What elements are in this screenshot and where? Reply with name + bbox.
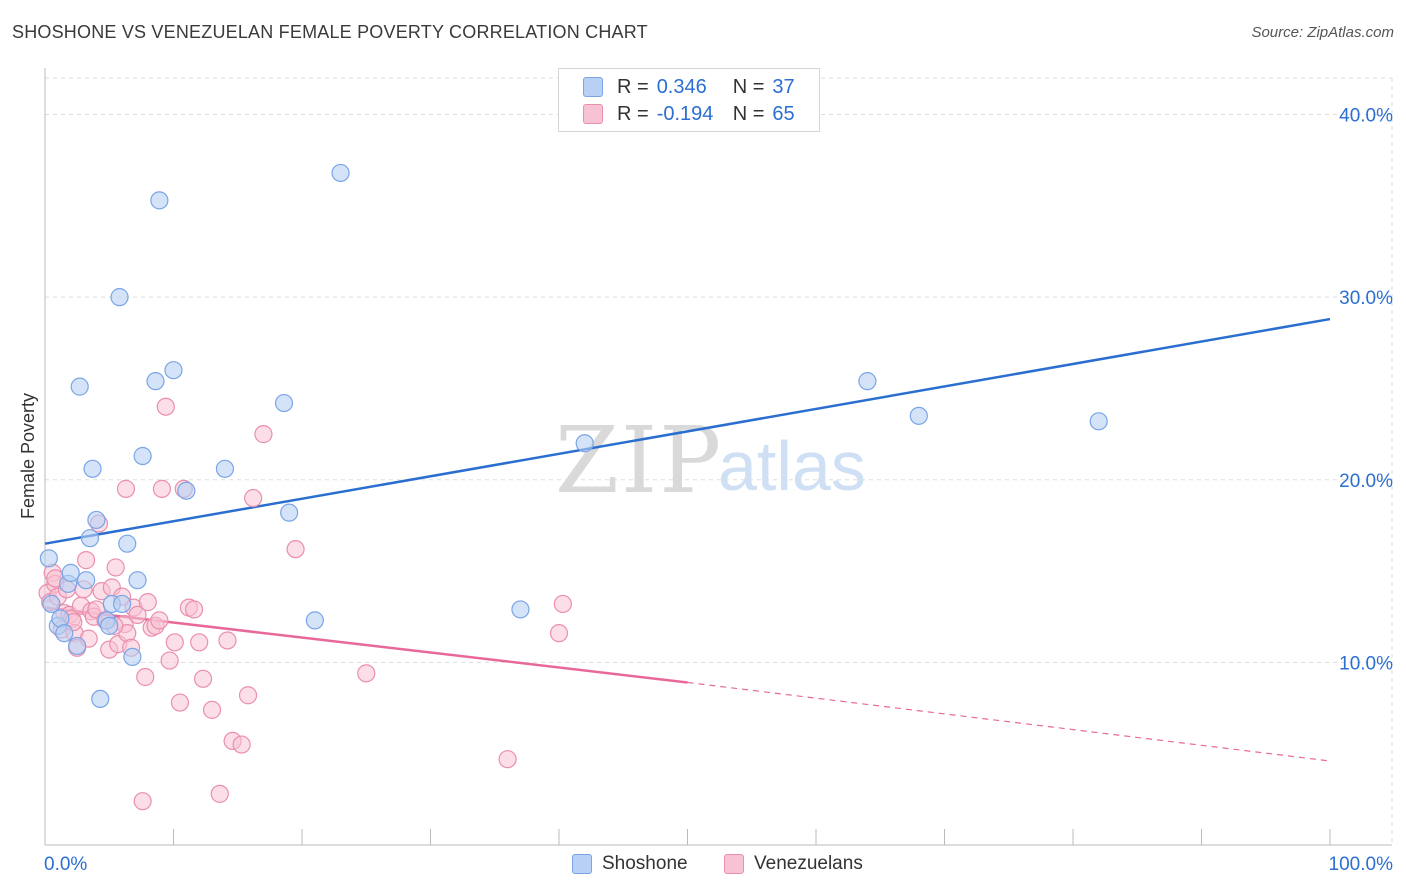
y-tick-label: 40.0%: [1339, 106, 1393, 127]
venezuelans-point: [190, 633, 209, 652]
shoshone-point: [280, 503, 299, 522]
y-tick-label: 30.0%: [1339, 288, 1393, 309]
venezuelans-point: [165, 633, 184, 652]
shoshone-point: [331, 163, 350, 183]
legend-swatch-shoshone: [583, 77, 603, 97]
venezuelans-point: [160, 651, 179, 670]
venezuelans-point: [232, 735, 251, 754]
venezuelans-point: [133, 792, 152, 811]
bottom-legend-swatch-venezuelans: [724, 854, 744, 874]
venezuelans-point: [128, 605, 147, 625]
shoshone-point: [150, 191, 169, 210]
shoshone-point: [1089, 412, 1108, 431]
shoshone-point: [80, 529, 100, 548]
bottom-legend-label-shoshone: Shoshone: [602, 853, 688, 874]
shoshone-point: [39, 549, 58, 568]
shoshone-trend-line: [44, 317, 1331, 545]
bottom-legend-shoshone: Shoshone: [572, 852, 688, 876]
shoshone-point: [305, 611, 324, 630]
shoshone-point: [68, 636, 87, 656]
legend-r-label: R =: [617, 75, 649, 98]
shoshone-point: [215, 459, 234, 478]
venezuelans-point: [77, 551, 96, 570]
shoshone-point: [909, 406, 928, 425]
venezuelans-point: [254, 425, 273, 444]
venezuelans-trend-extension: [687, 681, 1331, 762]
shoshone-point: [61, 563, 80, 582]
venezuelans-point: [553, 594, 572, 614]
shoshone-point: [128, 571, 147, 590]
venezuelans-point: [549, 624, 569, 643]
shoshone-point: [575, 434, 594, 453]
shoshone-points: [39, 163, 1108, 709]
shoshone-point: [70, 377, 89, 396]
venezuelans-point: [210, 784, 229, 803]
legend-n-value: 37: [772, 75, 795, 98]
shoshone-point: [133, 446, 152, 466]
bottom-legend-swatch-shoshone: [572, 854, 592, 874]
watermark: ZIP atlas: [555, 407, 866, 514]
venezuelans-point: [184, 600, 204, 619]
tick-labels: 10.0% 20.0% 30.0% 40.0% 0.0% 100.0%: [44, 106, 1393, 875]
shoshone-point: [858, 372, 877, 391]
legend-swatch-venezuelans: [583, 104, 603, 124]
venezuelans-point: [193, 669, 213, 688]
venezuelans-point: [244, 488, 263, 508]
venezuelans-point: [106, 558, 125, 577]
watermark-zip: ZIP: [555, 407, 723, 514]
legend-n-label: N =: [732, 102, 765, 125]
legend-n-value: 65: [772, 102, 795, 125]
y-tick-label: 10.0%: [1339, 653, 1393, 674]
venezuelans-point: [116, 479, 136, 498]
correlation-legend: R = 0.346 N = 37 R = -0.194 N = 65: [558, 68, 820, 132]
legend-r-value: -0.194: [656, 102, 714, 125]
shoshone-point: [146, 372, 165, 391]
venezuelans-point: [136, 667, 155, 687]
bottom-legend-label-venezuelans: Venezuelans: [754, 853, 863, 874]
axes: [44, 68, 1392, 846]
shoshone-point: [77, 571, 96, 590]
venezuelans-point: [238, 686, 258, 705]
chart-source: Source: ZipAtlas.com: [1251, 24, 1394, 41]
y-axis-label: Female Poverty: [18, 393, 38, 519]
legend-r-value: 0.346: [656, 75, 707, 98]
venezuelans-point: [202, 700, 222, 719]
venezuelans-point: [498, 750, 517, 769]
shoshone-point: [274, 393, 294, 413]
venezuelans-point: [156, 397, 175, 416]
shoshone-point: [118, 534, 137, 553]
legend-row-venezuelans: R = -0.194 N = 65: [583, 102, 795, 126]
x-tick-label-min: 0.0%: [44, 854, 87, 875]
shoshone-point: [164, 361, 183, 380]
shoshone-point: [42, 594, 61, 614]
shoshone-point: [110, 288, 129, 307]
venezuelans-point: [170, 693, 190, 712]
shoshone-point: [87, 510, 106, 530]
y-tick-label: 20.0%: [1339, 471, 1393, 492]
shoshone-point: [112, 594, 132, 614]
venezuelans-point: [218, 631, 237, 650]
shoshone-point: [123, 647, 142, 667]
venezuelans-point: [152, 479, 172, 498]
venezuelans-points: [38, 397, 572, 811]
chart-title: SHOSHONE VS VENEZUELAN FEMALE POVERTY CO…: [12, 22, 648, 42]
trend-lines: [44, 317, 1331, 762]
venezuelans-point: [150, 611, 169, 630]
shoshone-point: [511, 600, 530, 619]
venezuelans-point: [138, 593, 157, 612]
watermark-atlas: atlas: [718, 427, 866, 505]
venezuelans-point: [357, 664, 376, 683]
legend-r-label: R =: [617, 102, 649, 125]
shoshone-point: [91, 689, 110, 709]
legend-n-label: N =: [732, 75, 765, 98]
legend-row-shoshone: R = 0.346 N = 37: [583, 75, 795, 99]
shoshone-point: [55, 624, 74, 643]
shoshone-point: [100, 616, 119, 635]
shoshone-point: [83, 459, 102, 478]
bottom-legend-venezuelans: Venezuelans: [724, 852, 863, 876]
venezuelans-point: [286, 540, 305, 559]
shoshone-point: [177, 481, 196, 500]
x-tick-label-max: 100.0%: [1329, 854, 1394, 875]
